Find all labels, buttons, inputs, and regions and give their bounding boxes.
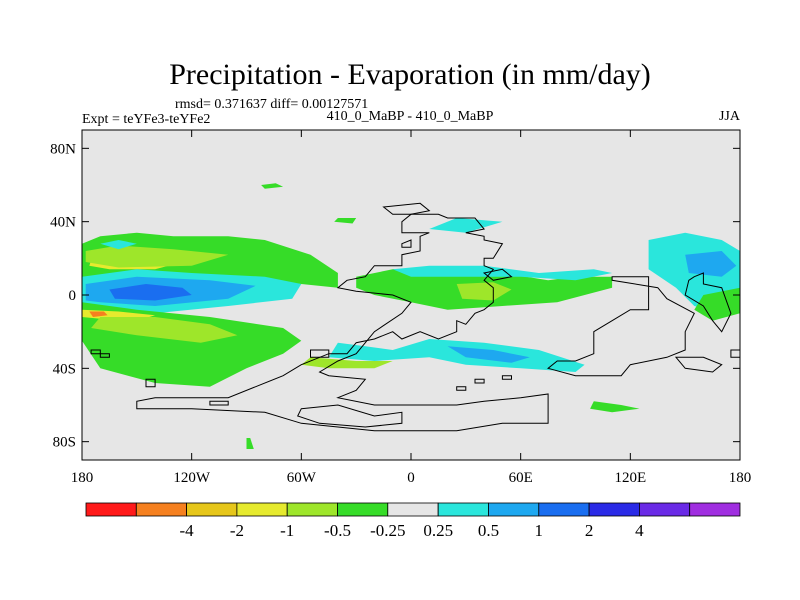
colorbar-swatch	[135, 502, 188, 517]
chart-title: Precipitation - Evaporation (in mm/day)	[169, 58, 651, 91]
coastline-pangea-main	[136, 213, 549, 432]
coastline-s-island-b	[310, 349, 330, 358]
colorbar-swatch	[85, 502, 137, 517]
coastline-north-island	[382, 202, 431, 215]
colorbar-swatch	[437, 502, 489, 517]
contour-regions	[82, 183, 740, 449]
region-south-orange	[89, 311, 108, 317]
region-south-pole-green	[246, 438, 254, 449]
colorbar-swatch	[538, 502, 590, 517]
coastline-far-east-block	[684, 272, 732, 333]
region-north-patch-green-2	[334, 218, 357, 224]
colorbar-swatch	[337, 502, 389, 517]
colorbar-label: 0.5	[478, 521, 499, 540]
coastline-north-island-2	[401, 239, 412, 248]
x-tick-label: 120W	[173, 470, 211, 486]
region-asia-cyan	[429, 218, 503, 233]
coastline-far-west-isle	[90, 349, 101, 355]
period-label: 410_0_MaBP - 410_0_MaBP	[327, 109, 494, 124]
stats-label: rmsd= 0.371637 diff= 0.00127571	[175, 97, 368, 112]
x-tick-label: 0	[407, 470, 415, 486]
coastline-e-isle-1	[456, 386, 467, 391]
coastline-arabian	[482, 268, 513, 281]
colorbar-label: 0.25	[423, 521, 453, 540]
region-mid-south-lime	[301, 357, 393, 369]
colorbar-swatch	[387, 502, 439, 517]
colorbar-label: -0.25	[370, 521, 405, 540]
coastlines	[90, 202, 740, 432]
y-tick-label: 40N	[50, 215, 76, 231]
y-tick-label: 80S	[53, 435, 76, 451]
colorbar: -4 -2 -1 -0.5 -0.25 0.25 0.5 1 2 4	[85, 502, 741, 540]
region-africa-lime	[456, 282, 512, 301]
region-south-lime	[91, 317, 238, 343]
region-north-patch-green	[261, 183, 284, 189]
y-tick-label: 0	[69, 288, 77, 304]
colorbar-swatch	[286, 502, 338, 517]
region-africa-cyan	[392, 265, 613, 281]
x-tick-label: 120E	[614, 470, 646, 486]
region-north-pacific-cyan	[100, 240, 137, 250]
colorbar-label: -1	[280, 521, 294, 540]
coastline-sw-island	[99, 353, 110, 358]
region-south-atlantic-cyan	[328, 339, 585, 372]
x-tick-label: 60E	[509, 470, 533, 486]
colorbar-swatch	[236, 502, 288, 517]
region-west-pacific-green	[694, 287, 740, 321]
coastline-sw-island-2	[145, 378, 156, 388]
y-tick-label: 80N	[50, 141, 76, 157]
colorbar-swatch	[488, 502, 540, 517]
coastline-far-east-isle	[730, 349, 740, 358]
x-tick-label: 180	[729, 470, 752, 486]
map-area	[81, 129, 741, 461]
region-north-lime	[85, 245, 229, 268]
coastline-east-south-strip	[674, 356, 723, 373]
coastline-e-isle-3	[501, 375, 512, 380]
x-axis-ticks: 180 120W 60W 0 60E 120E 180	[71, 130, 752, 486]
x-tick-label: 180	[71, 470, 94, 486]
colorbar-label: 2	[585, 521, 594, 540]
region-south-atlantic-blue	[447, 346, 530, 363]
region-west-pacific-lightblue	[685, 251, 737, 277]
colorbar-label: -0.5	[324, 521, 351, 540]
x-tick-label: 60W	[287, 470, 317, 486]
colorbar-swatch	[588, 502, 640, 517]
coastline-e-isle-2	[474, 378, 485, 384]
colorbar-label: 1	[535, 521, 544, 540]
y-tick-label: 40S	[53, 361, 76, 377]
colorbar-swatch	[186, 502, 238, 517]
colorbar-swatch	[639, 502, 691, 517]
region-south-green	[590, 401, 640, 413]
coastline-inner-basin	[296, 404, 403, 428]
colorbar-label: -2	[230, 521, 244, 540]
coastline-east-block	[547, 276, 695, 377]
y-axis-ticks: 80N 40N 0 40S 80S	[50, 141, 740, 451]
colorbar-label: 4	[635, 521, 644, 540]
experiment-label: Expt = teYFe3-teYFe2	[82, 112, 210, 127]
region-equatorial-blue	[109, 284, 192, 301]
season-label: JJA	[719, 109, 741, 124]
colorbar-label: -4	[180, 521, 195, 540]
coastline-s-island-a	[209, 400, 229, 406]
colorbar-swatch	[689, 502, 741, 517]
